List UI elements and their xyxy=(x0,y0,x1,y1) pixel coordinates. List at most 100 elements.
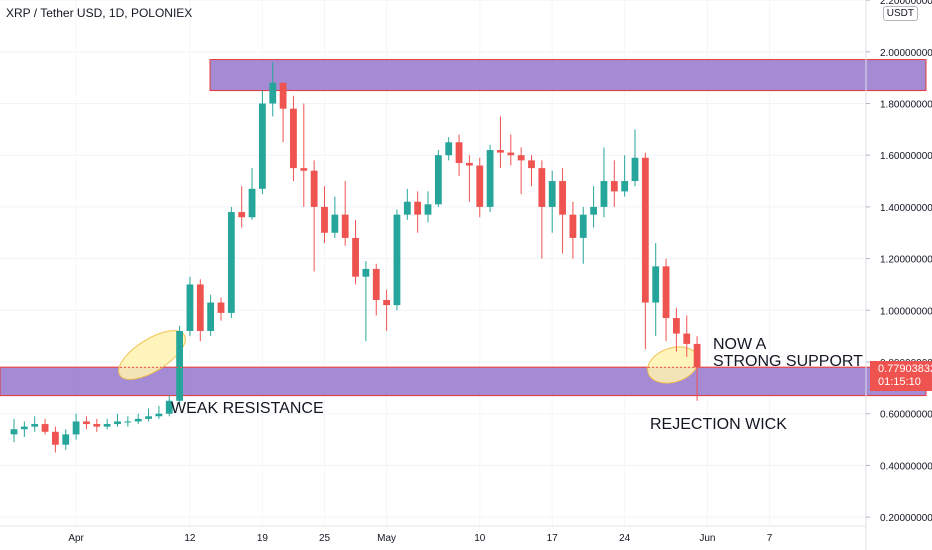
last-price-tag: 0.77903832 01:15:10 xyxy=(870,361,932,392)
x-tick-label: Apr xyxy=(68,533,84,544)
candle-body-down xyxy=(238,212,246,218)
candle-body-down xyxy=(610,181,618,192)
candle-body-up xyxy=(621,181,629,192)
candle-body-down xyxy=(279,82,287,109)
candle-body-up xyxy=(331,214,339,233)
candle-body-up xyxy=(424,204,432,215)
candle-body-up xyxy=(134,418,142,422)
candle-body-down xyxy=(217,302,225,313)
candle-body-up xyxy=(548,181,556,207)
candle-body-down xyxy=(196,284,204,331)
y-tick-label: 0.40000000 xyxy=(880,461,932,472)
candle-body-up xyxy=(600,181,608,207)
annotation-weak-resistance: WEAK RESISTANCE xyxy=(171,400,324,417)
zones xyxy=(0,59,927,397)
y-tick-label: 2.20000000 xyxy=(880,0,932,7)
candles xyxy=(10,62,701,453)
candle-body-up xyxy=(31,424,39,427)
y-tick-label: 2.00000000 xyxy=(880,48,932,59)
candle-body-up xyxy=(176,330,183,401)
candle-body-up xyxy=(124,421,132,423)
grid-lines xyxy=(0,0,866,518)
candle-body-up xyxy=(486,150,494,207)
candle-body-up xyxy=(114,421,121,425)
candle-body-down xyxy=(528,160,535,169)
candle-body-down xyxy=(310,170,318,207)
y-tick-label: 1.20000000 xyxy=(880,255,932,266)
x-tick-label: 10 xyxy=(474,533,486,544)
x-tick-label: Jun xyxy=(699,533,715,544)
candle-body-down xyxy=(683,333,691,344)
currency-unit-badge[interactable]: USDT xyxy=(882,6,918,21)
candle-body-down xyxy=(569,214,577,238)
candle-body-down xyxy=(693,343,701,368)
candle-body-down xyxy=(455,142,463,163)
candle-body-down xyxy=(414,201,422,215)
candle-body-up xyxy=(186,284,194,331)
candle-body-up xyxy=(145,416,152,419)
candle-body-up xyxy=(652,266,660,303)
candle-body-up xyxy=(269,82,277,104)
candle-body-up xyxy=(20,426,28,430)
annotation-rejection-wick: REJECTION WICK xyxy=(650,416,787,433)
chart-title: XRP / Tether USD, 1D, POLONIEX xyxy=(6,6,193,20)
candle-body-down xyxy=(300,168,308,171)
resistance-zone xyxy=(209,59,927,92)
candle-body-up xyxy=(590,206,597,215)
candle-body-up xyxy=(445,142,453,156)
candle-body-up xyxy=(259,103,266,189)
candle-body-down xyxy=(641,157,649,303)
candle-body-down xyxy=(352,237,359,277)
candle-body-up xyxy=(248,188,256,218)
candle-body-down xyxy=(383,299,390,306)
candle-body-down xyxy=(517,155,525,161)
candle-body-up xyxy=(362,268,370,277)
candle-body-up xyxy=(393,214,401,306)
y-tick-label: 1.80000000 xyxy=(880,100,932,111)
highlight-ellipses xyxy=(118,330,699,384)
candle-body-down xyxy=(673,318,680,334)
candle-body-up xyxy=(165,400,173,414)
candle-body-up xyxy=(103,424,111,427)
candle-body-up xyxy=(155,413,163,417)
x-tick-label: 17 xyxy=(547,533,559,544)
y-tick-label: 1.60000000 xyxy=(880,151,932,162)
y-tick-label: 1.00000000 xyxy=(880,306,932,317)
x-tick-label: 12 xyxy=(184,533,196,544)
candle-body-down xyxy=(476,165,484,207)
y-tick-label: 0.20000000 xyxy=(880,513,932,524)
candle-body-down xyxy=(83,421,90,425)
candle-body-up xyxy=(207,302,215,331)
last-price-value: 0.77903832 xyxy=(878,363,932,376)
candle-body-up xyxy=(72,421,80,435)
candle-body-down xyxy=(52,431,59,445)
candle-body-down xyxy=(372,268,380,300)
candle-body-up xyxy=(227,212,235,313)
highlight-ellipse-breakout xyxy=(118,330,186,380)
candle-body-down xyxy=(341,214,349,238)
candle-body-down xyxy=(559,181,566,215)
candle-body-up xyxy=(434,155,442,205)
annotation-strong-support: NOW A STRONG SUPPORT xyxy=(713,336,863,370)
x-tick-label: 19 xyxy=(257,533,269,544)
candle-body-down xyxy=(497,150,504,153)
y-tick-label: 0.60000000 xyxy=(880,410,932,421)
x-axis[interactable]: 22Apr121925May101724Jun7 xyxy=(0,525,866,544)
candle-body-down xyxy=(41,424,49,432)
x-tick-label: 25 xyxy=(319,533,331,544)
candle-body-down xyxy=(466,162,473,166)
candle-body-up xyxy=(403,201,411,215)
candle-countdown: 01:15:10 xyxy=(878,376,921,389)
candle-body-down xyxy=(321,206,328,233)
candle-body-up xyxy=(631,157,639,182)
candle-body-up xyxy=(10,429,18,435)
candle-body-down xyxy=(93,424,101,427)
y-tick-label: 1.40000000 xyxy=(880,203,932,214)
x-tick-label: 7 xyxy=(767,533,773,544)
candle-body-up xyxy=(62,434,70,445)
x-tick-label: 24 xyxy=(619,533,631,544)
candle-body-up xyxy=(579,214,587,238)
candle-body-down xyxy=(507,152,515,156)
candle-body-down xyxy=(662,266,670,319)
